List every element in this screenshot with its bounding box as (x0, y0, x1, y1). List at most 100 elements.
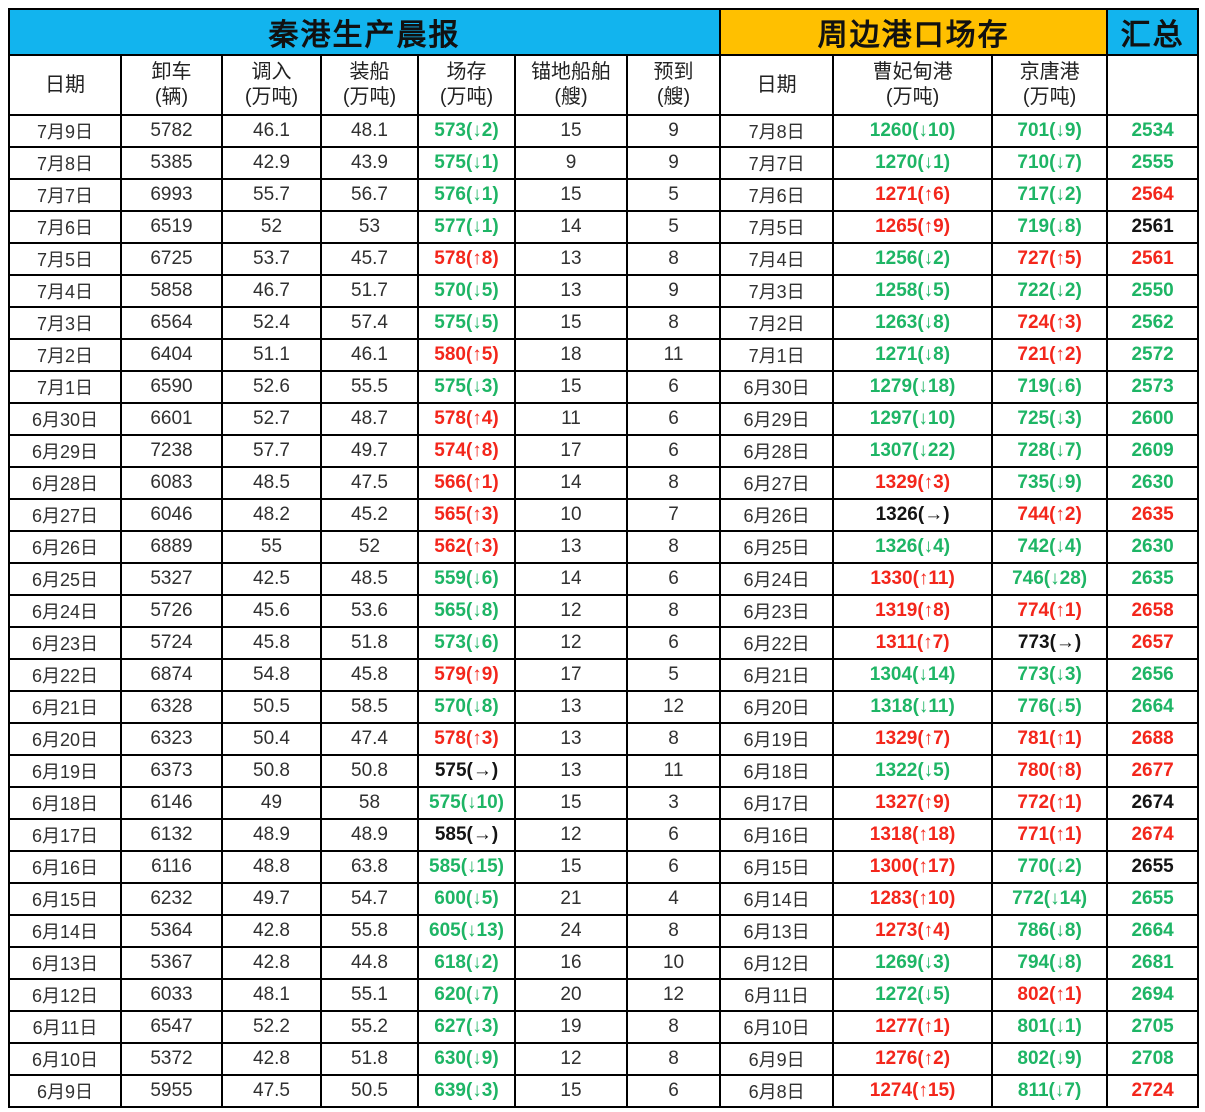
anchor-ships-cell: 12 (514, 626, 628, 660)
ship-cell: 58 (320, 786, 419, 820)
caofeidian-cell: 1271(↑6) (832, 178, 994, 212)
summary-total-cell: 2657 (1106, 626, 1200, 660)
stock-cell: 578(↑8) (417, 242, 516, 276)
jingtang-cell: 742(↓4) (991, 530, 1109, 564)
caofeidian-cell: 1274(↑15) (832, 1074, 994, 1108)
left-date-cell: 6月19日 (8, 754, 122, 788)
left-date-cell: 7月2日 (8, 338, 122, 372)
caofeidian-cell: 1311(↑7) (832, 626, 994, 660)
summary-total-cell: 2705 (1106, 1010, 1200, 1044)
inflow-cell: 46.7 (221, 274, 322, 308)
right-date-cell: 6月30日 (719, 370, 835, 404)
anchor-ships-cell: 13 (514, 242, 628, 276)
jingtang-cell: 719(↓6) (991, 370, 1109, 404)
table-row: 7月8日 5385 42.9 43.9 575(↓1) 9 9 7月7日 1270(↓1) 710… (8, 146, 1200, 180)
table-row: 6月10日 5372 42.8 51.8 630(↓9) 12 8 6月9日 1276(↑2) 8… (8, 1042, 1200, 1076)
anchor-ships-cell: 16 (514, 946, 628, 980)
stock-cell: 580(↑5) (417, 338, 516, 372)
stock-cell: 570(↓5) (417, 274, 516, 308)
ship-cell: 54.7 (320, 882, 419, 916)
summary-total-cell: 2674 (1106, 786, 1200, 820)
unload-cell: 6046 (120, 498, 223, 532)
anchor-ships-cell: 15 (514, 850, 628, 884)
inflow-cell: 48.5 (221, 466, 322, 500)
unload-cell: 6232 (120, 882, 223, 916)
left-date-cell: 7月4日 (8, 274, 122, 308)
summary-total-cell: 2681 (1106, 946, 1200, 980)
ship-cell: 48.9 (320, 818, 419, 852)
summary-total-cell: 2708 (1106, 1042, 1200, 1076)
column-header-装船: 装船 (万吨) (320, 54, 419, 116)
left-date-cell: 6月13日 (8, 946, 122, 980)
left-date-cell: 6月30日 (8, 402, 122, 436)
stock-cell: 566(↑1) (417, 466, 516, 500)
ship-cell: 51.7 (320, 274, 419, 308)
summary-total-cell: 2630 (1106, 466, 1200, 500)
title-row: 秦港生产晨报 周边港口场存 汇总 (7, 8, 1200, 56)
anchor-ships-cell: 12 (514, 818, 628, 852)
caofeidian-cell: 1270(↓1) (832, 146, 994, 180)
left-date-cell: 7月5日 (8, 242, 122, 276)
ship-cell: 55.5 (320, 370, 419, 404)
anchor-ships-cell: 18 (514, 338, 628, 372)
inflow-cell: 55 (221, 530, 322, 564)
table-row: 7月6日 6519 52 53 577(↓1) 14 5 7月5日 1265(↑9) 719(↓8… (8, 210, 1200, 244)
right-date-cell: 6月9日 (719, 1042, 835, 1076)
table-row: 6月16日 6116 48.8 63.8 585(↓15) 15 6 6月15日 1300(↑1… (8, 850, 1200, 884)
stock-cell: 575(↓10) (417, 786, 516, 820)
expected-ships-cell: 5 (625, 658, 722, 692)
caofeidian-cell: 1273(↑4) (832, 914, 994, 948)
ship-cell: 46.1 (320, 338, 419, 372)
left-date-cell: 6月22日 (8, 658, 122, 692)
unload-cell: 5726 (120, 594, 223, 628)
expected-ships-cell: 8 (625, 466, 722, 500)
table-body: 7月9日 5782 46.1 48.1 573(↓2) 15 9 7月8日 1260(↓10) 7… (8, 114, 1200, 1108)
table-row: 6月25日 5327 42.5 48.5 559(↓6) 14 6 6月24日 1330(↑11… (8, 562, 1200, 596)
inflow-cell: 57.7 (221, 434, 322, 468)
right-date-cell: 6月27日 (719, 466, 835, 500)
left-date-cell: 6月24日 (8, 594, 122, 628)
stock-cell: 578(↑4) (417, 402, 516, 436)
column-header-场存: 场存 (万吨) (417, 54, 516, 116)
unload-cell: 5858 (120, 274, 223, 308)
unload-cell: 6323 (120, 722, 223, 756)
table-row: 6月20日 6323 50.4 47.4 578(↑3) 13 8 6月19日 1329(↑7)… (8, 722, 1200, 756)
unload-cell: 6547 (120, 1010, 223, 1044)
anchor-ships-cell: 24 (514, 914, 628, 948)
left-date-cell: 6月21日 (8, 690, 122, 724)
table-row: 7月1日 6590 52.6 55.5 575(↓3) 15 6 6月30日 1279(↓18)… (8, 370, 1200, 404)
right-date-cell: 6月13日 (719, 914, 835, 948)
right-date-cell: 6月29日 (719, 402, 835, 436)
left-date-cell: 7月3日 (8, 306, 122, 340)
right-date-cell: 6月26日 (719, 498, 835, 532)
summary-total-cell: 2534 (1106, 114, 1200, 148)
summary-total-cell: 2635 (1106, 562, 1200, 596)
anchor-ships-cell: 10 (514, 498, 628, 532)
table-row: 6月22日 6874 54.8 45.8 579(↑9) 17 5 6月21日 1304(↓14… (8, 658, 1200, 692)
table-row: 6月30日 6601 52.7 48.7 578(↑4) 11 6 6月29日 1297(↓10… (8, 402, 1200, 436)
jingtang-cell: 724(↑3) (991, 306, 1109, 340)
ship-cell: 58.5 (320, 690, 419, 724)
ship-cell: 47.5 (320, 466, 419, 500)
column-header-曹妃甸港: 曹妃甸港 (万吨) (832, 54, 994, 116)
expected-ships-cell: 10 (625, 946, 722, 980)
jingtang-cell: 770(↓2) (991, 850, 1109, 884)
ship-cell: 55.1 (320, 978, 419, 1012)
anchor-ships-cell: 15 (514, 1074, 628, 1108)
inflow-cell: 47.5 (221, 1074, 322, 1108)
unload-cell: 6083 (120, 466, 223, 500)
summary-total-cell: 2656 (1106, 658, 1200, 692)
right-date-cell: 7月3日 (719, 274, 835, 308)
inflow-cell: 53.7 (221, 242, 322, 276)
stock-cell: 562(↑3) (417, 530, 516, 564)
unload-cell: 6519 (120, 210, 223, 244)
stock-cell: 620(↓7) (417, 978, 516, 1012)
left-date-cell: 7月8日 (8, 146, 122, 180)
inflow-cell: 49 (221, 786, 322, 820)
unload-cell: 6146 (120, 786, 223, 820)
unload-cell: 5955 (120, 1074, 223, 1108)
stock-cell: 575(↓5) (417, 306, 516, 340)
inflow-cell: 48.1 (221, 978, 322, 1012)
expected-ships-cell: 8 (625, 1042, 722, 1076)
summary-total-cell: 2677 (1106, 754, 1200, 788)
